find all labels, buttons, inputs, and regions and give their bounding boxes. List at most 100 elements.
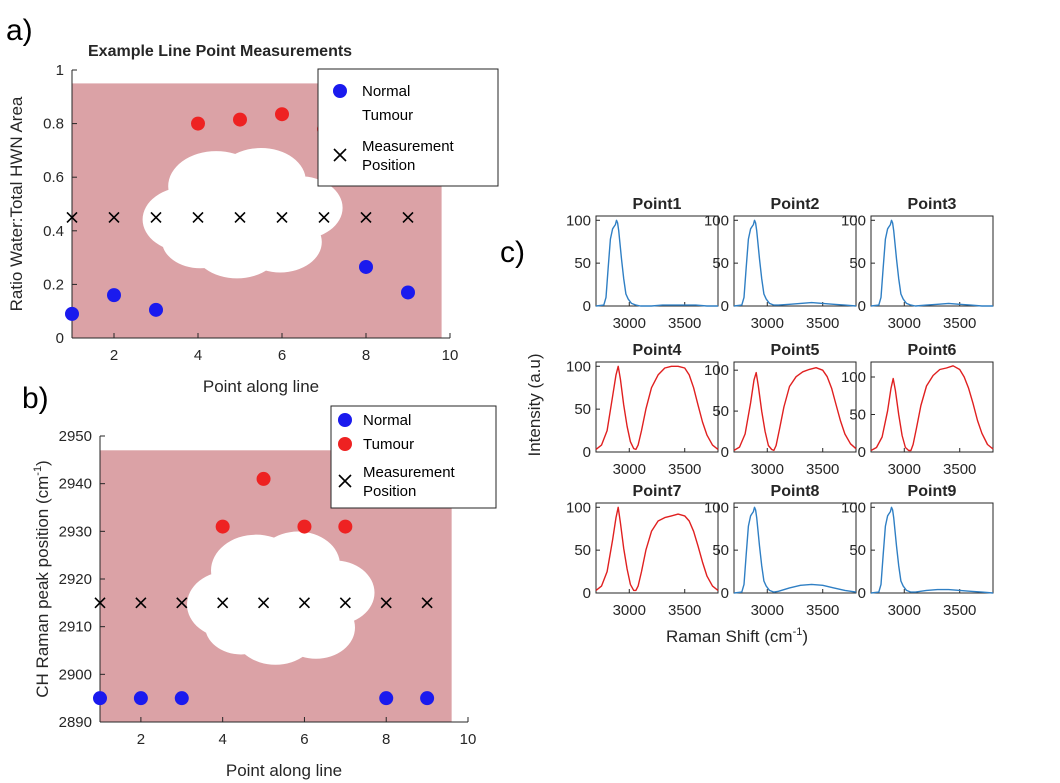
measurement-position-marker — [339, 597, 351, 609]
normal-point — [379, 691, 394, 706]
y-tick-label: 2920 — [59, 571, 92, 588]
y-axis-label: Intensity (a.u) — [525, 354, 544, 457]
measurement-position-marker — [360, 211, 372, 223]
y-tick-label: 0 — [56, 330, 64, 347]
y-tick-label: 0 — [583, 298, 591, 315]
panel-b-chart: 2 4 6 8 10 2890 2900 2910 2920 2930 2940 2950 Point … — [32, 405, 497, 780]
y-axis-label: Ratio Water:Total HWN Area — [7, 96, 26, 311]
x-axis-label: Point along line — [203, 377, 319, 396]
spectrum-subplot-8: Point8 0 50 100 3000 3500 — [704, 483, 857, 619]
y-tick-label: 50 — [712, 542, 729, 559]
tumour-point — [275, 107, 289, 122]
x-tick-label: 6 — [278, 347, 286, 364]
measurement-position-marker — [94, 597, 106, 609]
x-tick-label: 3000 — [613, 461, 646, 478]
measurement-position-marker — [217, 597, 229, 609]
spectrum-line — [733, 506, 857, 594]
measurement-position-marker — [318, 211, 330, 223]
normal-point — [174, 691, 189, 706]
measurement-position-marker — [298, 597, 311, 609]
y-tick-label: 100 — [704, 212, 729, 229]
x-tick-label: 3500 — [943, 461, 976, 478]
x-axis-label: Point along line — [226, 761, 342, 780]
spectrum-subplot-3: Point3 0 50 100 3000 3500 — [841, 196, 994, 332]
legend-box — [317, 68, 499, 187]
y-tick-label: 100 — [704, 362, 729, 379]
legend-normal-marker — [338, 413, 352, 427]
y-tick-label: 50 — [574, 255, 591, 272]
legend-tumour-label: Tumour — [363, 436, 414, 453]
spectrum-line — [595, 506, 719, 592]
x-tick-label: 4 — [194, 347, 202, 364]
spectrum-line — [733, 219, 857, 307]
x-tick-label: 6 — [300, 731, 308, 748]
x-tick-label: 3000 — [888, 461, 921, 478]
y-tick-label: 100 — [841, 499, 866, 516]
measurement-position-marker — [176, 597, 188, 609]
subplot-frame — [595, 215, 719, 307]
spectrum-line — [870, 506, 994, 594]
y-tick-label: 50 — [849, 407, 866, 424]
legend-cross-marker — [338, 474, 352, 488]
measurement-position-marker — [380, 597, 392, 609]
legend-box — [330, 405, 497, 509]
y-tick-label: 50 — [712, 403, 729, 420]
normal-point — [401, 285, 415, 300]
y-tick-label: 0 — [721, 298, 729, 315]
subplot-frame — [733, 361, 857, 453]
subplot-frame — [595, 361, 719, 453]
y-tick-label: 2900 — [59, 666, 92, 683]
y-tick-label: 50 — [574, 401, 591, 418]
x-tick-label: 10 — [460, 731, 477, 748]
measurement-position-marker — [276, 211, 288, 223]
cloud-shape — [142, 148, 343, 279]
x-tick-label: 3500 — [806, 602, 839, 619]
subplot-frame — [733, 502, 857, 594]
y-tick-label: 1 — [56, 62, 64, 79]
measurement-position-marker — [135, 597, 147, 609]
legend-measurement-label: Measurement Position — [363, 464, 456, 500]
spectrum-subplot-7: Point7 0 50 100 3000 3500 — [566, 483, 719, 619]
measurement-position-marker — [402, 211, 414, 223]
x-tick-label: 10 — [442, 347, 459, 364]
x-tick-label: 3000 — [888, 602, 921, 619]
subplot-title: Point3 — [908, 196, 957, 213]
spectrum-line — [595, 219, 718, 307]
y-tick-label: 50 — [712, 255, 729, 272]
y-tick-label: 2930 — [59, 523, 92, 540]
panel-a-chart: 2 4 6 8 10 0 0.2 0.4 0.6 0.8 1 Point along line Rati… — [7, 43, 499, 396]
x-tick-label: 3000 — [751, 315, 784, 332]
tumour-point — [297, 519, 312, 534]
subplot-title: Point9 — [908, 483, 957, 500]
y-tick-label: 2950 — [59, 428, 92, 445]
spectrum-subplot-9: Point9 0 50 100 3000 3500 — [841, 483, 994, 619]
subplot-frame — [870, 215, 994, 307]
x-axis-label: Raman Shift (cm-1) — [666, 626, 808, 646]
x-tick-label: 2 — [110, 347, 118, 364]
measurement-position-marker — [150, 211, 162, 223]
y-tick-label: 0.4 — [43, 223, 64, 240]
y-tick-label: 50 — [849, 255, 866, 272]
legend-measurement-label: Measurement Position — [362, 138, 455, 174]
x-tick-label: 3000 — [613, 602, 646, 619]
x-tick-label: 8 — [382, 731, 390, 748]
x-tick-label: 3500 — [668, 315, 701, 332]
tumour-point — [191, 116, 205, 131]
y-tick-label: 0 — [583, 444, 591, 461]
y-tick-label: 100 — [566, 212, 591, 229]
x-tick-label: 3500 — [806, 315, 839, 332]
spectrum-subplot-6: Point6 0 50 100 3000 3500 — [841, 342, 994, 478]
spectrum-line — [870, 219, 993, 307]
cloud-shape — [187, 531, 375, 665]
x-tick-label: 4 — [218, 731, 226, 748]
subplot-title: Point1 — [633, 196, 682, 213]
measurement-position-marker — [66, 211, 78, 223]
y-tick-label: 0 — [721, 444, 729, 461]
legend-tumour-label: Tumour — [362, 107, 413, 124]
x-tick-label: 3000 — [751, 461, 784, 478]
subplot-title: Point7 — [633, 483, 682, 500]
subplot-frame — [870, 502, 994, 594]
x-tick-label: 3500 — [668, 461, 701, 478]
spectrum-line — [870, 365, 994, 452]
